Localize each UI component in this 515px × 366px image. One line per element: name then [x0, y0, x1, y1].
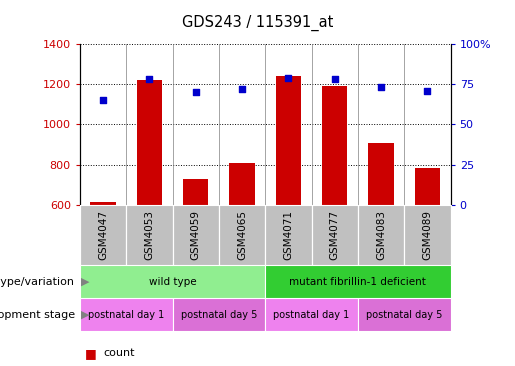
Text: postnatal day 5: postnatal day 5: [366, 310, 442, 320]
Bar: [265, 298, 358, 331]
Bar: [80, 265, 265, 298]
Text: genotype/variation: genotype/variation: [0, 277, 75, 287]
Point: [423, 88, 432, 94]
Bar: [368, 143, 394, 205]
Bar: [404, 205, 451, 265]
Text: ▶: ▶: [81, 310, 90, 320]
Bar: [173, 205, 219, 265]
Bar: [136, 80, 162, 205]
Bar: [276, 76, 301, 205]
Text: count: count: [103, 348, 134, 358]
Text: GSM4053: GSM4053: [144, 210, 154, 260]
Bar: [80, 205, 126, 265]
Point: [238, 86, 246, 92]
Bar: [312, 205, 358, 265]
Bar: [80, 298, 173, 331]
Text: postnatal day 1: postnatal day 1: [88, 310, 164, 320]
Bar: [229, 163, 255, 205]
Bar: [173, 298, 265, 331]
Point: [331, 76, 339, 82]
Text: GSM4071: GSM4071: [283, 210, 294, 260]
Text: GDS243 / 115391_at: GDS243 / 115391_at: [182, 15, 333, 31]
Text: postnatal day 1: postnatal day 1: [273, 310, 350, 320]
Text: GSM4059: GSM4059: [191, 210, 201, 260]
Bar: [358, 205, 404, 265]
Text: wild type: wild type: [149, 277, 196, 287]
Text: mutant fibrillin-1 deficient: mutant fibrillin-1 deficient: [289, 277, 426, 287]
Bar: [219, 205, 265, 265]
Bar: [183, 179, 209, 205]
Bar: [415, 168, 440, 205]
Text: GSM4089: GSM4089: [422, 210, 433, 260]
Text: GSM4065: GSM4065: [237, 210, 247, 260]
Point: [99, 97, 107, 103]
Text: ▶: ▶: [81, 277, 90, 287]
Bar: [90, 202, 116, 205]
Point: [192, 89, 200, 95]
Point: [145, 76, 153, 82]
Bar: [358, 298, 451, 331]
Text: GSM4047: GSM4047: [98, 210, 108, 260]
Text: development stage: development stage: [0, 310, 75, 320]
Text: GSM4083: GSM4083: [376, 210, 386, 260]
Bar: [265, 265, 451, 298]
Text: postnatal day 5: postnatal day 5: [181, 310, 257, 320]
Text: ■: ■: [85, 347, 97, 360]
Bar: [322, 86, 348, 205]
Bar: [265, 205, 312, 265]
Point: [377, 85, 385, 90]
Point: [284, 75, 293, 81]
Bar: [126, 205, 173, 265]
Text: GSM4077: GSM4077: [330, 210, 340, 260]
